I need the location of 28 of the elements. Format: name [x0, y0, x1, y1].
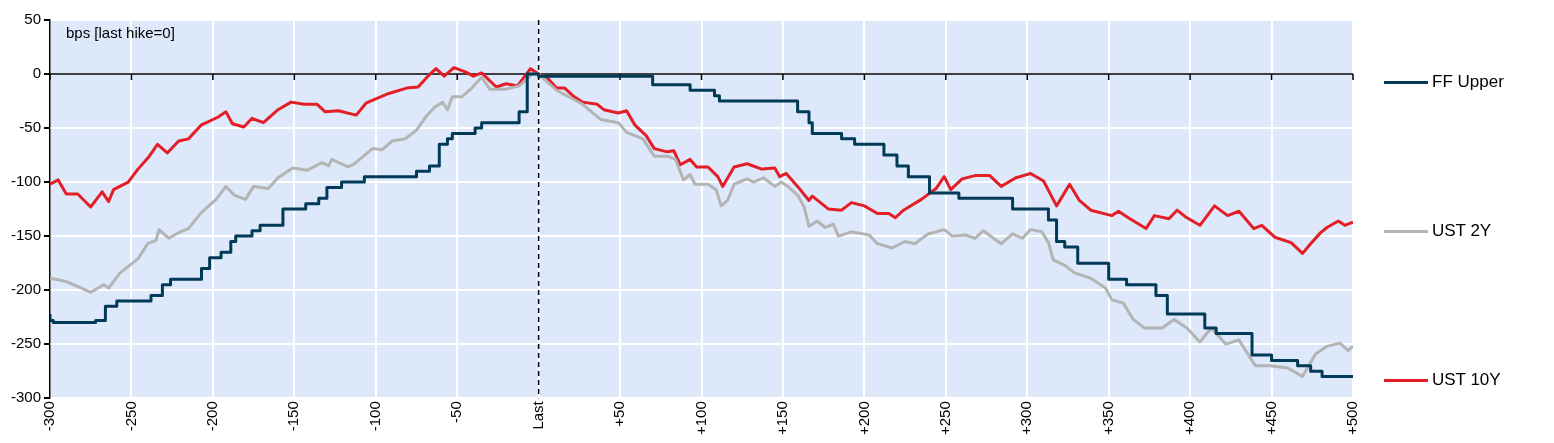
- annotation: bps [last hike=0]: [66, 23, 175, 41]
- legend-label: UST 10Y: [1432, 370, 1501, 390]
- x-tick-label: +500: [1343, 401, 1361, 436]
- y-tick-label: -100: [10, 172, 42, 190]
- x-tick-label: -150: [284, 401, 302, 432]
- x-tick-label: -50: [447, 401, 465, 423]
- legend-label: FF Upper: [1432, 72, 1504, 92]
- x-tick-label: +350: [1098, 401, 1116, 436]
- x-tick-label: +450: [1261, 401, 1279, 436]
- x-tick-label: -250: [121, 401, 139, 432]
- y-tick-label: 50: [24, 10, 42, 28]
- x-tick-label: +300: [1017, 401, 1035, 436]
- x-tick-label: -100: [365, 401, 383, 432]
- x-tick-label: +150: [773, 401, 791, 436]
- x-tick-label: -200: [203, 401, 221, 432]
- x-tick-label: +100: [691, 401, 709, 436]
- y-tick-label: -300: [10, 388, 42, 406]
- y-tick-label: -200: [10, 280, 42, 298]
- x-tick-label: +250: [935, 401, 953, 436]
- x-tick-label: +50: [610, 401, 628, 427]
- legend-label: UST 2Y: [1432, 221, 1492, 241]
- x-tick-label: +400: [1180, 401, 1198, 436]
- y-tick-label: -250: [10, 334, 42, 352]
- y-tick-label: 0: [32, 64, 42, 82]
- y-tick-label: -50: [19, 118, 42, 136]
- x-tick-label: +200: [854, 401, 872, 436]
- y-tick-label: -150: [10, 226, 42, 244]
- x-tick-label: Last: [528, 400, 546, 430]
